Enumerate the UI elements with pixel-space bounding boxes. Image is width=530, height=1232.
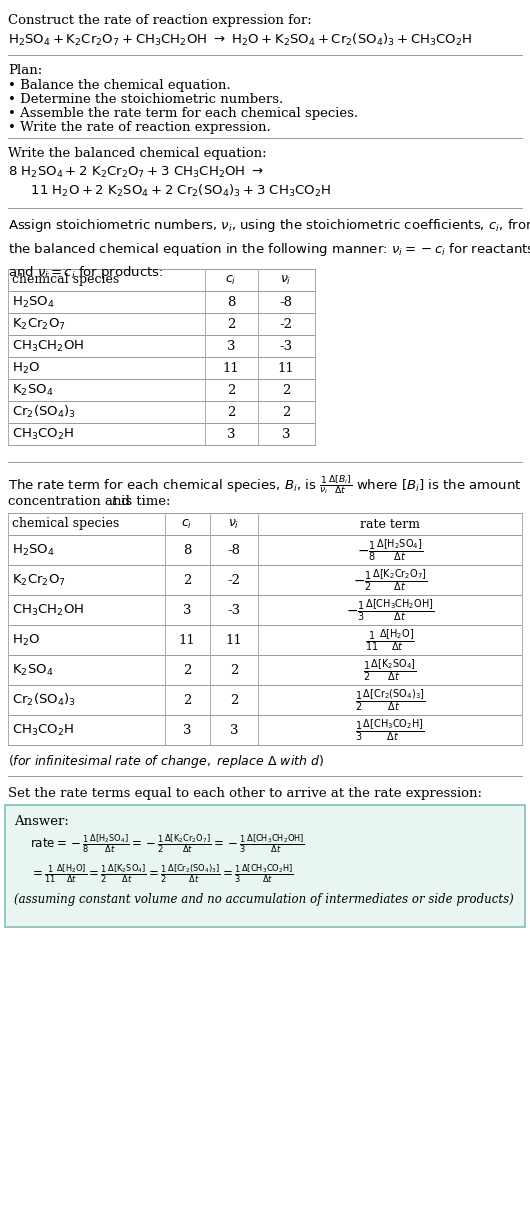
Bar [8,625,522,655]
Bar [8,335,315,357]
Bar [8,715,522,745]
Text: 11: 11 [179,633,196,647]
Text: $\mathrm{H_2O}$: $\mathrm{H_2O}$ [12,632,40,648]
Text: Assign stoichiometric numbers, $\nu_i$, using the stoichiometric coefficients, $: Assign stoichiometric numbers, $\nu_i$, … [8,217,530,281]
Text: $\frac{1}{3}\frac{\Delta[\mathrm{CH_3CO_2H}]}{\Delta t}$: $\frac{1}{3}\frac{\Delta[\mathrm{CH_3CO_… [355,717,425,743]
Text: $\nu_i$: $\nu_i$ [228,517,240,531]
Text: $\mathrm{8\ H_2SO_4 + 2\ K_2Cr_2O_7 + 3\ CH_3CH_2OH}$ $\rightarrow$: $\mathrm{8\ H_2SO_4 + 2\ K_2Cr_2O_7 + 3\… [8,165,264,180]
Text: chemical species: chemical species [12,274,119,287]
Text: $\mathit{(for\ infinitesimal\ rate\ of\ change,\ replace\ \Delta\ with\ d)}$: $\mathit{(for\ infinitesimal\ rate\ of\ … [8,753,324,770]
Text: 3: 3 [227,340,235,352]
Text: $\mathrm{Cr_2(SO_4)_3}$: $\mathrm{Cr_2(SO_4)_3}$ [12,404,76,420]
Text: $\mathrm{rate} = -\frac{1}{8}\frac{\Delta[\mathrm{H_2SO_4}]}{\Delta t} = -\frac{: $\mathrm{rate} = -\frac{1}{8}\frac{\Delt… [30,833,305,855]
Text: $\mathrm{CH_3CO_2H}$: $\mathrm{CH_3CO_2H}$ [12,426,74,441]
Text: 2: 2 [227,318,235,330]
Text: $\mathrm{CH_3CH_2OH}$: $\mathrm{CH_3CH_2OH}$ [12,602,84,617]
Text: $-\frac{1}{2}\frac{\Delta[\mathrm{K_2Cr_2O_7}]}{\Delta t}$: $-\frac{1}{2}\frac{\Delta[\mathrm{K_2Cr_… [352,567,427,593]
Text: $c_i$: $c_i$ [181,517,192,531]
Text: is time:: is time: [117,495,171,508]
Text: 3: 3 [183,723,191,737]
Text: $\frac{1}{2}\frac{\Delta[\mathrm{Cr_2(SO_4)_3}]}{\Delta t}$: $\frac{1}{2}\frac{\Delta[\mathrm{Cr_2(SO… [355,687,425,713]
Text: • Determine the stoichiometric numbers.: • Determine the stoichiometric numbers. [8,92,283,106]
Text: $\frac{1}{2}\frac{\Delta[\mathrm{K_2SO_4}]}{\Delta t}$: $\frac{1}{2}\frac{\Delta[\mathrm{K_2SO_4… [363,657,417,683]
Text: -2: -2 [227,574,241,586]
Bar [8,423,315,445]
Text: 2: 2 [227,405,235,419]
Text: $-\frac{1}{3}\frac{\Delta[\mathrm{CH_3CH_2OH}]}{\Delta t}$: $-\frac{1}{3}\frac{\Delta[\mathrm{CH_3CH… [346,598,434,623]
Text: -3: -3 [279,340,293,352]
Text: $-\frac{1}{8}\frac{\Delta[\mathrm{H_2SO_4}]}{\Delta t}$: $-\frac{1}{8}\frac{\Delta[\mathrm{H_2SO_… [357,537,423,563]
Text: $\mathrm{\ \ 11\ H_2O + 2\ K_2SO_4 + 2\ Cr_2(SO_4)_3 + 3\ CH_3CO_2H}$: $\mathrm{\ \ 11\ H_2O + 2\ K_2SO_4 + 2\ … [22,184,331,200]
Text: -8: -8 [279,296,293,308]
Bar [8,379,315,400]
Text: $\mathrm{H_2SO_4}$: $\mathrm{H_2SO_4}$ [12,294,55,309]
Text: $\mathrm{K_2Cr_2O_7}$: $\mathrm{K_2Cr_2O_7}$ [12,317,66,331]
Text: -2: -2 [279,318,293,330]
Text: concentration and: concentration and [8,495,134,508]
Text: $\mathrm{CH_3CH_2OH}$: $\mathrm{CH_3CH_2OH}$ [12,339,84,354]
Text: $\mathrm{CH_3CO_2H}$: $\mathrm{CH_3CO_2H}$ [12,722,74,738]
Bar [8,685,522,715]
Text: $\mathrm{Cr_2(SO_4)_3}$: $\mathrm{Cr_2(SO_4)_3}$ [12,692,76,708]
Text: • Assemble the rate term for each chemical species.: • Assemble the rate term for each chemic… [8,107,358,120]
Text: 2: 2 [282,383,290,397]
Text: $\frac{1}{11}\frac{\Delta[\mathrm{H_2O}]}{\Delta t}$: $\frac{1}{11}\frac{\Delta[\mathrm{H_2O}]… [365,627,415,653]
Text: Write the balanced chemical equation:: Write the balanced chemical equation: [8,147,267,160]
Text: rate term: rate term [360,517,420,531]
Bar [8,400,315,423]
Text: $\mathrm{H_2SO_4 + K_2Cr_2O_7 + CH_3CH_2OH}$ $\rightarrow$ $\mathrm{H_2O + K_2SO: $\mathrm{H_2SO_4 + K_2Cr_2O_7 + CH_3CH_2… [8,32,472,48]
Text: 2: 2 [282,405,290,419]
Text: $\mathrm{K_2Cr_2O_7}$: $\mathrm{K_2Cr_2O_7}$ [12,573,66,588]
Text: 3: 3 [282,428,290,441]
Text: 2: 2 [183,664,191,676]
Text: 2: 2 [230,664,238,676]
Text: 2: 2 [183,694,191,706]
Text: 11: 11 [226,633,242,647]
Text: 3: 3 [183,604,191,616]
Text: $\mathrm{K_2SO_4}$: $\mathrm{K_2SO_4}$ [12,382,54,398]
Text: $\mathrm{H_2SO_4}$: $\mathrm{H_2SO_4}$ [12,542,55,558]
Text: t: t [111,495,117,508]
Text: $\mathrm{K_2SO_4}$: $\mathrm{K_2SO_4}$ [12,663,54,678]
Text: Answer:: Answer: [14,816,69,828]
Bar [8,513,522,535]
Text: 2: 2 [183,574,191,586]
Text: $\nu_i$: $\nu_i$ [280,274,292,287]
Text: 8: 8 [227,296,235,308]
Text: 2: 2 [227,383,235,397]
Bar [8,313,315,335]
Text: 11: 11 [278,361,294,375]
Text: Plan:: Plan: [8,64,42,76]
FancyBboxPatch shape [5,804,525,926]
Text: 3: 3 [229,723,239,737]
Bar [8,565,522,595]
Text: 8: 8 [183,543,191,557]
Text: The rate term for each chemical species, $B_i$, is $\frac{1}{\nu_i}\frac{\Delta[: The rate term for each chemical species,… [8,473,522,496]
Text: -8: -8 [227,543,241,557]
Text: 11: 11 [223,361,240,375]
Bar [8,357,315,379]
Text: (assuming constant volume and no accumulation of intermediates or side products): (assuming constant volume and no accumul… [14,893,514,906]
Bar [8,595,522,625]
Bar [8,291,315,313]
Text: -3: -3 [227,604,241,616]
Text: Set the rate terms equal to each other to arrive at the rate expression:: Set the rate terms equal to each other t… [8,787,482,800]
Text: • Balance the chemical equation.: • Balance the chemical equation. [8,79,231,92]
Text: • Write the rate of reaction expression.: • Write the rate of reaction expression. [8,121,271,134]
Bar [8,535,522,565]
Text: 3: 3 [227,428,235,441]
Text: 2: 2 [230,694,238,706]
Bar [8,655,522,685]
Bar [8,269,315,291]
Text: chemical species: chemical species [12,517,119,531]
Text: Construct the rate of reaction expression for:: Construct the rate of reaction expressio… [8,14,312,27]
Text: $= \frac{1}{11}\frac{\Delta[\mathrm{H_2O}]}{\Delta t} = \frac{1}{2}\frac{\Delta[: $= \frac{1}{11}\frac{\Delta[\mathrm{H_2O… [30,862,294,886]
Text: $c_i$: $c_i$ [225,274,236,287]
Text: $\mathrm{H_2O}$: $\mathrm{H_2O}$ [12,361,40,376]
